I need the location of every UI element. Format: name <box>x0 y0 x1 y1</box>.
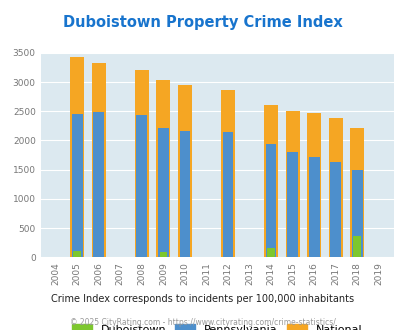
Bar <box>353 236 360 257</box>
Bar <box>73 251 81 257</box>
Bar <box>92 63 105 257</box>
Bar <box>156 80 170 257</box>
Bar <box>93 113 104 257</box>
Bar <box>136 115 147 257</box>
Bar <box>306 113 320 257</box>
Bar <box>263 105 277 257</box>
Text: Duboistown Property Crime Index: Duboistown Property Crime Index <box>63 15 342 30</box>
Bar <box>158 128 168 257</box>
Bar <box>70 57 84 257</box>
Bar <box>220 90 234 257</box>
Bar <box>308 157 319 257</box>
Bar <box>286 152 297 257</box>
Bar <box>350 128 363 257</box>
Bar <box>351 170 362 257</box>
Bar <box>266 248 274 257</box>
Bar <box>72 114 82 257</box>
Bar <box>134 70 149 257</box>
Bar <box>265 144 276 257</box>
Bar <box>177 85 192 257</box>
Bar <box>222 132 233 257</box>
Legend: Duboistown, Pennsylvania, National: Duboistown, Pennsylvania, National <box>72 324 362 330</box>
Bar <box>328 118 342 257</box>
Text: © 2025 CityRating.com - https://www.cityrating.com/crime-statistics/: © 2025 CityRating.com - https://www.city… <box>70 318 335 327</box>
Bar <box>159 251 167 257</box>
Bar <box>285 111 299 257</box>
Text: Crime Index corresponds to incidents per 100,000 inhabitants: Crime Index corresponds to incidents per… <box>51 294 354 304</box>
Bar <box>330 161 340 257</box>
Bar <box>179 131 190 257</box>
